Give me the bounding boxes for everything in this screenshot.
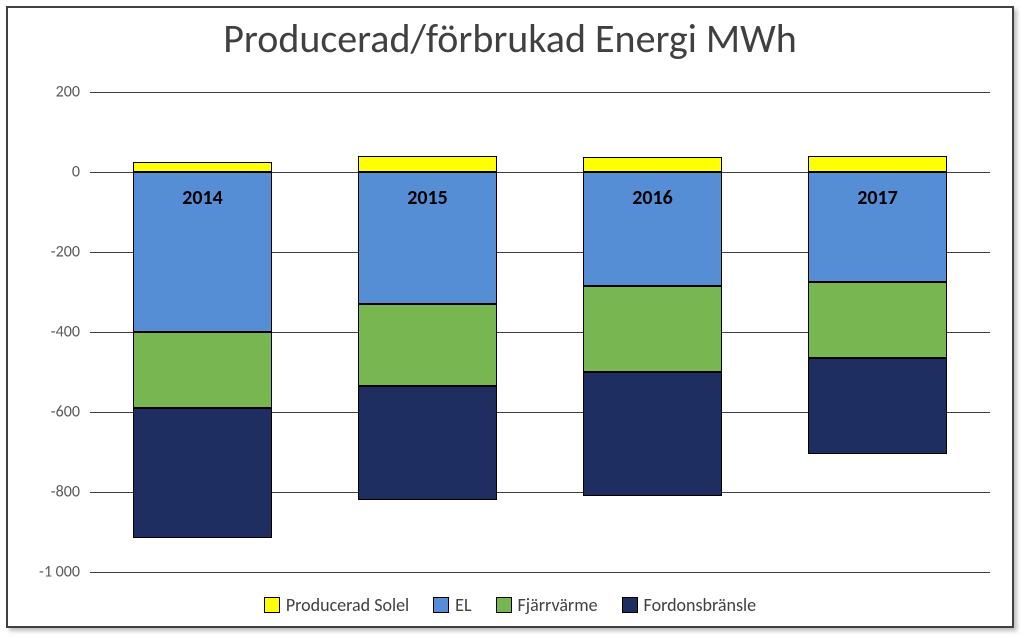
plot-region: 2014201520162017 2000-200-400-600-800-1 …	[90, 92, 990, 572]
legend-label: Fjärrvärme	[518, 594, 598, 616]
bar-segment-solel	[808, 156, 948, 172]
legend-item-fjarr: Fjärrvärme	[496, 594, 598, 616]
bar-group: 2017	[808, 92, 948, 572]
category-label: 2017	[808, 186, 948, 210]
bar-group: 2014	[133, 92, 273, 572]
y-axis-tick-label: -400	[20, 323, 80, 342]
bar-segment-solel	[358, 156, 498, 172]
bar-segment-fordon	[133, 408, 273, 538]
legend-swatch	[496, 597, 512, 613]
legend-item-solel: Producerad Solel	[264, 594, 409, 616]
y-axis-tick-label: 200	[20, 83, 80, 102]
legend-item-el: EL	[433, 594, 471, 616]
legend-label: Fordonsbränsle	[644, 594, 757, 616]
bar-segment-fordon	[358, 386, 498, 500]
category-label: 2014	[133, 186, 273, 210]
legend-label: EL	[455, 594, 471, 616]
y-axis-tick-label: 0	[20, 163, 80, 182]
chart-frame: Producerad/förbrukad Energi MWh 2014 2015…	[6, 6, 1014, 628]
bar-group: 2016	[583, 92, 723, 572]
bar-segment-fjarr	[808, 282, 948, 358]
bar-segment-fordon	[808, 358, 948, 454]
y-axis-tick-label: -600	[20, 403, 80, 422]
chart-title: Producerad/förbrukad Energi MWh	[8, 8, 1012, 67]
legend-swatch	[433, 597, 449, 613]
bar-segment-solel	[583, 157, 723, 172]
legend-swatch	[264, 597, 280, 613]
bar-segment-fjarr	[583, 286, 723, 372]
category-label: 2016	[583, 186, 723, 210]
bar-segment-solel	[133, 162, 273, 172]
category-label: 2015	[358, 186, 498, 210]
legend: Producerad Solel EL Fjärrvärme Fordonsbräns…	[8, 594, 1012, 618]
gridline	[90, 572, 990, 573]
bar-group: 2015	[358, 92, 498, 572]
plot-area: 2014 2015 2016 2017	[90, 92, 990, 572]
y-axis-tick-label: -1 000	[20, 563, 80, 582]
bar-segment-fordon	[583, 372, 723, 496]
y-axis-tick-label: -800	[20, 483, 80, 502]
bar-segment-fjarr	[358, 304, 498, 386]
y-axis-tick-label: -200	[20, 243, 80, 262]
legend-label: Producerad Solel	[286, 594, 409, 616]
legend-item-fordon: Fordonsbränsle	[622, 594, 757, 616]
bar-segment-fjarr	[133, 332, 273, 408]
legend-swatch	[622, 597, 638, 613]
